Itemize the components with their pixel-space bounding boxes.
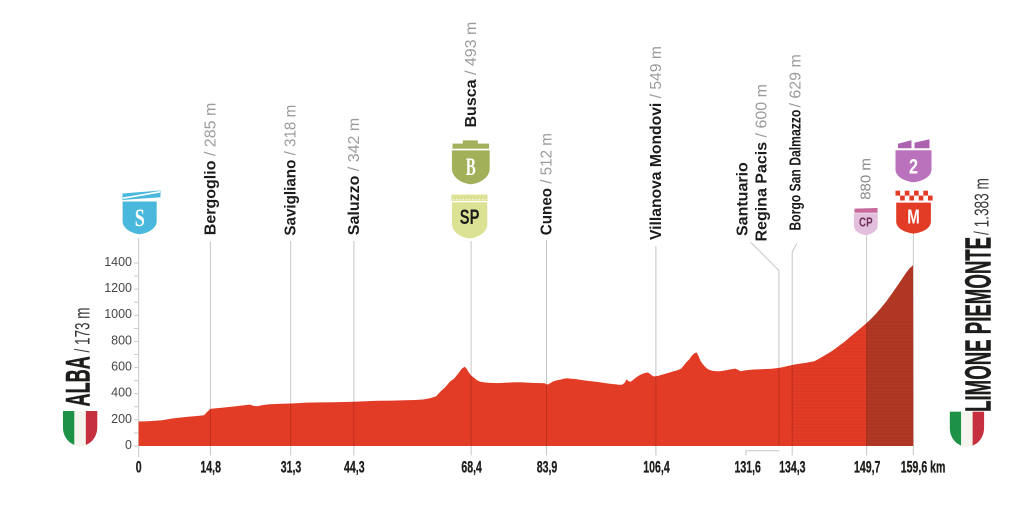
svg-text:S: S [135, 204, 145, 232]
svg-text:400: 400 [111, 386, 132, 400]
svg-text:ALBA: ALBA [58, 356, 97, 406]
svg-text:Regina Pacis / 600 m: Regina Pacis / 600 m [754, 84, 771, 241]
svg-text:/ 629 m: / 629 m [787, 54, 804, 107]
svg-text:SP: SP [460, 205, 480, 228]
svg-text:1200: 1200 [104, 281, 132, 295]
svg-text:Savigliano / 318 m: Savigliano / 318 m [282, 105, 299, 236]
svg-text:Cuneo / 512 m: Cuneo / 512 m [538, 133, 555, 235]
svg-text:159,6 km: 159,6 km [901, 457, 946, 476]
svg-text:Busca / 493 m: Busca / 493 m [463, 22, 480, 128]
svg-text:68,4: 68,4 [461, 457, 482, 476]
svg-text:800: 800 [111, 333, 132, 347]
svg-text:B: B [466, 154, 476, 181]
svg-text:/ 173 m: / 173 m [70, 307, 94, 352]
svg-text:Saluzzo / 342 m: Saluzzo / 342 m [346, 118, 363, 235]
svg-text:600: 600 [111, 360, 132, 374]
svg-text:131,6: 131,6 [734, 457, 761, 476]
svg-text:83,9: 83,9 [537, 457, 558, 476]
svg-text:44,3: 44,3 [344, 457, 365, 476]
svg-text:31,3: 31,3 [281, 457, 302, 476]
svg-text:M: M [907, 205, 919, 228]
svg-text:0: 0 [136, 457, 142, 476]
svg-text:14,8: 14,8 [200, 457, 221, 476]
svg-text:CP: CP [859, 216, 873, 229]
svg-text:Santuario: Santuario [735, 162, 752, 236]
svg-text:134,3: 134,3 [779, 457, 806, 476]
svg-text:1400: 1400 [104, 255, 132, 269]
svg-text:Bergoglio / 285 m: Bergoglio / 285 m [202, 103, 219, 235]
svg-text:2: 2 [909, 155, 918, 179]
svg-text:200: 200 [111, 412, 132, 426]
svg-text:Borgo San Dalmazzo: Borgo San Dalmazzo [787, 109, 805, 230]
svg-text:LIMONE PIEMONTE: LIMONE PIEMONTE [959, 237, 999, 412]
svg-text:880 m: 880 m [858, 158, 875, 200]
svg-text:/ 1.383 m: / 1.383 m [971, 178, 993, 235]
svg-text:Villanova Mondovi / 549 m: Villanova Mondovi / 549 m [648, 46, 665, 240]
svg-text:1000: 1000 [104, 307, 132, 321]
svg-text:149,7: 149,7 [854, 457, 881, 476]
svg-text:106,4: 106,4 [643, 457, 670, 476]
svg-text:0: 0 [125, 438, 132, 452]
